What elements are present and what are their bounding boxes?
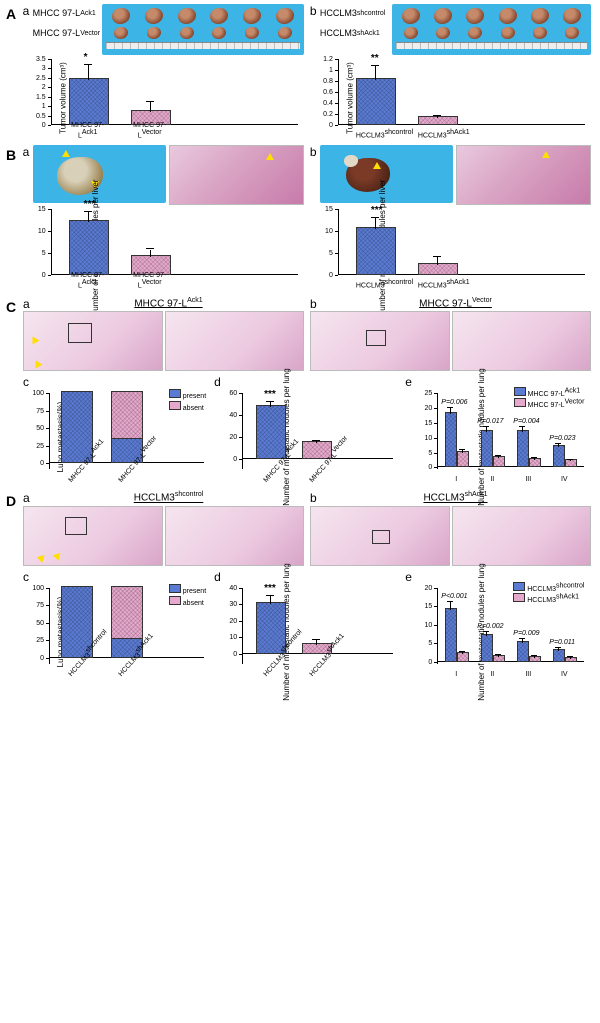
chart-D-c: Lung metastasis(%)0255075100HCCLM3shcont… (49, 588, 204, 676)
chart-C-e: Number of metastatic nodules per lung051… (437, 393, 584, 481)
histology-D-b (310, 506, 591, 566)
chart-B-a: Number of metastatic nodules per liver05… (51, 209, 298, 287)
chart-A-b: Tumor volume (cm³)00.20.40.60.811.2HCCLM… (338, 59, 585, 137)
chart-D-e: Number of metastatic nodules per lung051… (437, 588, 584, 676)
histology-C-a (23, 311, 304, 371)
panel-C-label: C (6, 299, 20, 480)
panel-A-a: a MHCC 97-LAck1 MHCC 97-LVector Tumor vo… (20, 4, 307, 137)
histology-B-b (456, 145, 591, 205)
panel-B: B a Number of metastatic nodules per liv… (6, 145, 594, 287)
chart-B-b: Number of metastatic nodules per liver05… (338, 209, 585, 287)
sub-B-b: b (310, 145, 320, 205)
title-D-b: HCCLM3shAck1 (320, 491, 591, 503)
chart-D-d: Number of metastatic nodules per lung010… (242, 588, 393, 676)
panel-B-label: B (6, 147, 20, 286)
chart-A-a: Tumor volume (cm³)00.511.522.533.5MHCC 9… (51, 59, 298, 137)
sub-A-b: b (310, 4, 320, 18)
panel-D: D a HCCLM3shcontrol b HCCLM3shAck1 (6, 491, 594, 675)
panel-A: A a MHCC 97-LAck1 MHCC 97-LVector Tumor … (6, 4, 594, 137)
tumor-photo-A-a (102, 4, 304, 55)
panel-D-label: D (6, 493, 20, 674)
title-C-b: MHCC 97-LVector (320, 297, 591, 309)
title-D-a: HCCLM3shcontrol (33, 491, 304, 503)
sub-B-a: a (23, 145, 33, 205)
panel-A-b: b HCCLM3shcontrol HCCLM3shAck1 Tumor vol… (307, 4, 594, 137)
chart-C-c: Lung metastasis(%)0255075100MHCC 97-LAck… (49, 393, 204, 481)
tumor-photo-A-b (392, 4, 591, 55)
panel-C: C a MHCC 97-LAck1 b MHCC 97-LVector (6, 297, 594, 481)
figure-root: A a MHCC 97-LAck1 MHCC 97-LVector Tumor … (0, 0, 600, 686)
histology-C-b (310, 311, 591, 371)
chart-C-d: Number of metastatic nodules per lung020… (242, 393, 393, 481)
label-A-a-row2: MHCC 97-LVector (33, 28, 102, 38)
label-A-b-row1: HCCLM3shcontrol (320, 8, 392, 18)
histology-B-a (169, 145, 304, 205)
histology-D-a (23, 506, 304, 566)
title-C-a: MHCC 97-LAck1 (33, 297, 304, 309)
sub-A-a: a (23, 4, 33, 18)
label-A-a-row1: MHCC 97-LAck1 (33, 8, 102, 18)
panel-B-b: b Number of metastatic nodules per liver… (307, 145, 594, 287)
panel-B-a: a Number of metastatic nodules per liver… (20, 145, 307, 287)
panel-A-label: A (6, 6, 20, 136)
label-A-b-row2: HCCLM3shAck1 (320, 28, 392, 38)
